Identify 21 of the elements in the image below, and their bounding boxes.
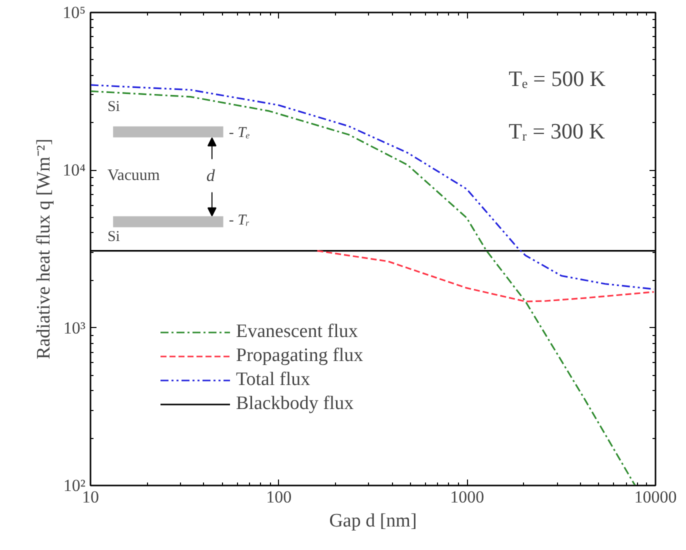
y-tick-label: 10³ [63, 318, 86, 338]
x-axis-title: Gap d [nm] [329, 510, 417, 532]
annotation: - Tₑ [228, 125, 250, 142]
x-tick-label: 100 [266, 488, 292, 506]
legend-label: Evanescent flux [236, 321, 358, 343]
legend-label: Blackbody flux [236, 393, 354, 415]
legend-label: Propagating flux [236, 345, 364, 367]
annotation: Vacuum [107, 167, 160, 184]
annotation: Si [107, 99, 120, 116]
x-tick-label: 10 [82, 488, 99, 506]
y-tick-label: 10⁵ [62, 3, 86, 22]
annotation: d [206, 166, 216, 186]
annotation: Tₑ = 500 K [508, 66, 606, 92]
x-tick-label: 10000 [634, 488, 677, 506]
legend-label: Total flux [236, 369, 310, 391]
y-tick-label: 10⁴ [62, 160, 86, 180]
annotation: Tᵣ = 300 K [508, 118, 605, 144]
annotation: Si [107, 229, 120, 246]
y-axis-title: Radiative heat flux q [Wm⁻²] [34, 138, 55, 360]
annotation: - Tᵣ [228, 212, 250, 229]
x-tick-label: 1000 [450, 488, 484, 506]
